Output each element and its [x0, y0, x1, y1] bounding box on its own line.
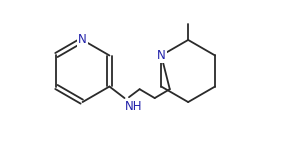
Text: N: N: [157, 49, 166, 62]
Text: N: N: [78, 33, 87, 46]
Text: NH: NH: [125, 100, 143, 113]
